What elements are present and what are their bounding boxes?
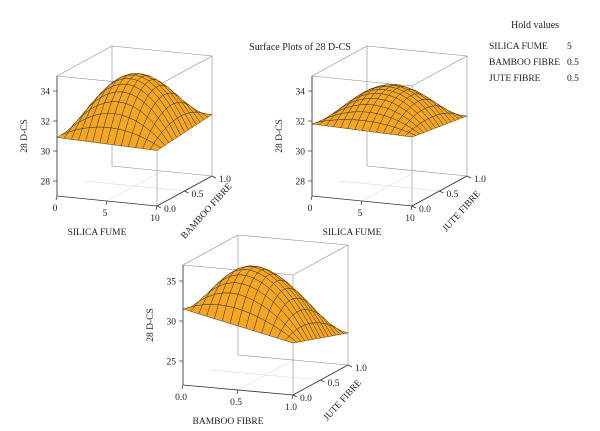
box-edge [411, 55, 468, 87]
y-tick [320, 379, 325, 383]
y-tick [347, 364, 353, 368]
hold-value-name: SILICA FUME [489, 42, 548, 52]
x-tick-label: 0.0 [175, 393, 187, 403]
y-tick-label: 1.0 [355, 364, 367, 374]
y-tick-label: 0.5 [328, 379, 340, 389]
hold-value-row: BAMBOO FIBRE 0.5 [489, 58, 589, 68]
hold-value-name: JUTE FIBRE [489, 74, 541, 84]
floor-grid-line [84, 180, 185, 192]
y-tick [439, 190, 444, 194]
x-tick [55, 195, 58, 201]
floor-grid-line [210, 369, 321, 381]
chart-title: Surface Plots of 28 D-CS [249, 42, 351, 53]
x-tick-label: 0.5 [230, 398, 242, 408]
y-tick [292, 394, 298, 398]
x-tick-label: 10 [150, 214, 160, 224]
x-tick-label: 1.0 [285, 403, 297, 413]
box-edge [182, 234, 239, 266]
z-tick-label: 34 [296, 88, 306, 98]
x-axis-label: SILICA FUME [323, 228, 382, 238]
box-edge [56, 45, 113, 77]
y-tick [211, 175, 217, 179]
y-tick [184, 190, 189, 194]
x-tick [236, 389, 239, 395]
z-tick-label: 30 [41, 148, 51, 158]
x-tick [291, 394, 294, 400]
z-tick-label: 34 [41, 88, 51, 98]
hold-value-number: 5 [567, 42, 572, 52]
y-tick [411, 205, 417, 209]
hold-value-number: 0.5 [567, 74, 579, 84]
x-tick [310, 195, 313, 201]
surface-plot: 0 5 10 0.0 0.5 1.0 28 30 32 34 SILICA FUME BAMBOO F… [20, 45, 235, 242]
z-tick-label: 32 [41, 118, 51, 128]
z-tick-label: 30 [296, 148, 306, 158]
z-tick-label: 35 [167, 278, 177, 288]
hold-value-number: 0.5 [567, 58, 579, 68]
box-edge [366, 45, 468, 57]
y-tick-label: 0.0 [164, 205, 176, 215]
y-tick-label: 1.0 [474, 175, 486, 185]
y-tick-label: 1.0 [219, 175, 231, 185]
z-axis-label: 28 D-CS [275, 119, 285, 153]
x-axis-label: SILICA FUME [68, 228, 127, 238]
y-axis-label: BAMBOO FIBRE [180, 182, 235, 242]
x-tick-label: 5 [103, 209, 108, 219]
z-tick-label: 32 [296, 118, 306, 128]
surface-patch [404, 132, 417, 138]
y-tick [466, 175, 472, 179]
x-tick [155, 205, 158, 211]
x-axis-label: BAMBOO FIBRE [193, 417, 264, 427]
box-edge [311, 45, 368, 77]
z-tick-label: 30 [167, 318, 177, 328]
box-edge [156, 55, 213, 87]
hold-value-name: BAMBOO FIBRE [489, 58, 560, 68]
floor-grid-line [339, 180, 440, 192]
x-tick-label: 5 [358, 209, 363, 219]
y-tick-label: 0.0 [419, 205, 431, 215]
box-edge [292, 244, 349, 276]
box-edge [237, 234, 349, 246]
surface-mesh [182, 265, 349, 344]
hold-value-row: SILICA FUME 5 [489, 42, 589, 52]
surface-patch [149, 143, 162, 151]
z-tick-label: 25 [167, 358, 177, 368]
y-tick-label: 0.0 [300, 394, 312, 404]
z-axis-label: 28 D-CS [20, 119, 30, 153]
x-tick [410, 205, 413, 211]
y-tick [156, 205, 162, 209]
surface-mesh [56, 73, 213, 151]
box-edge [311, 75, 413, 87]
x-tick [181, 384, 184, 390]
x-tick [105, 200, 108, 206]
y-tick-label: 0.5 [447, 190, 459, 200]
surface-patch [284, 335, 298, 344]
z-tick-label: 28 [296, 178, 306, 188]
x-tick-label: 10 [405, 214, 415, 224]
surface-mesh [311, 84, 468, 138]
hold-value-row: JUTE FIBRE 0.5 [489, 74, 589, 84]
x-tick [360, 200, 363, 206]
x-tick-label: 0 [53, 204, 58, 214]
box-edge [111, 45, 213, 57]
z-tick-label: 28 [41, 178, 51, 188]
y-tick-label: 0.5 [192, 190, 204, 200]
z-axis-label: 28 D-CS [146, 308, 156, 342]
hold-values-title: Hold values [511, 20, 560, 31]
x-tick-label: 0 [308, 204, 313, 214]
